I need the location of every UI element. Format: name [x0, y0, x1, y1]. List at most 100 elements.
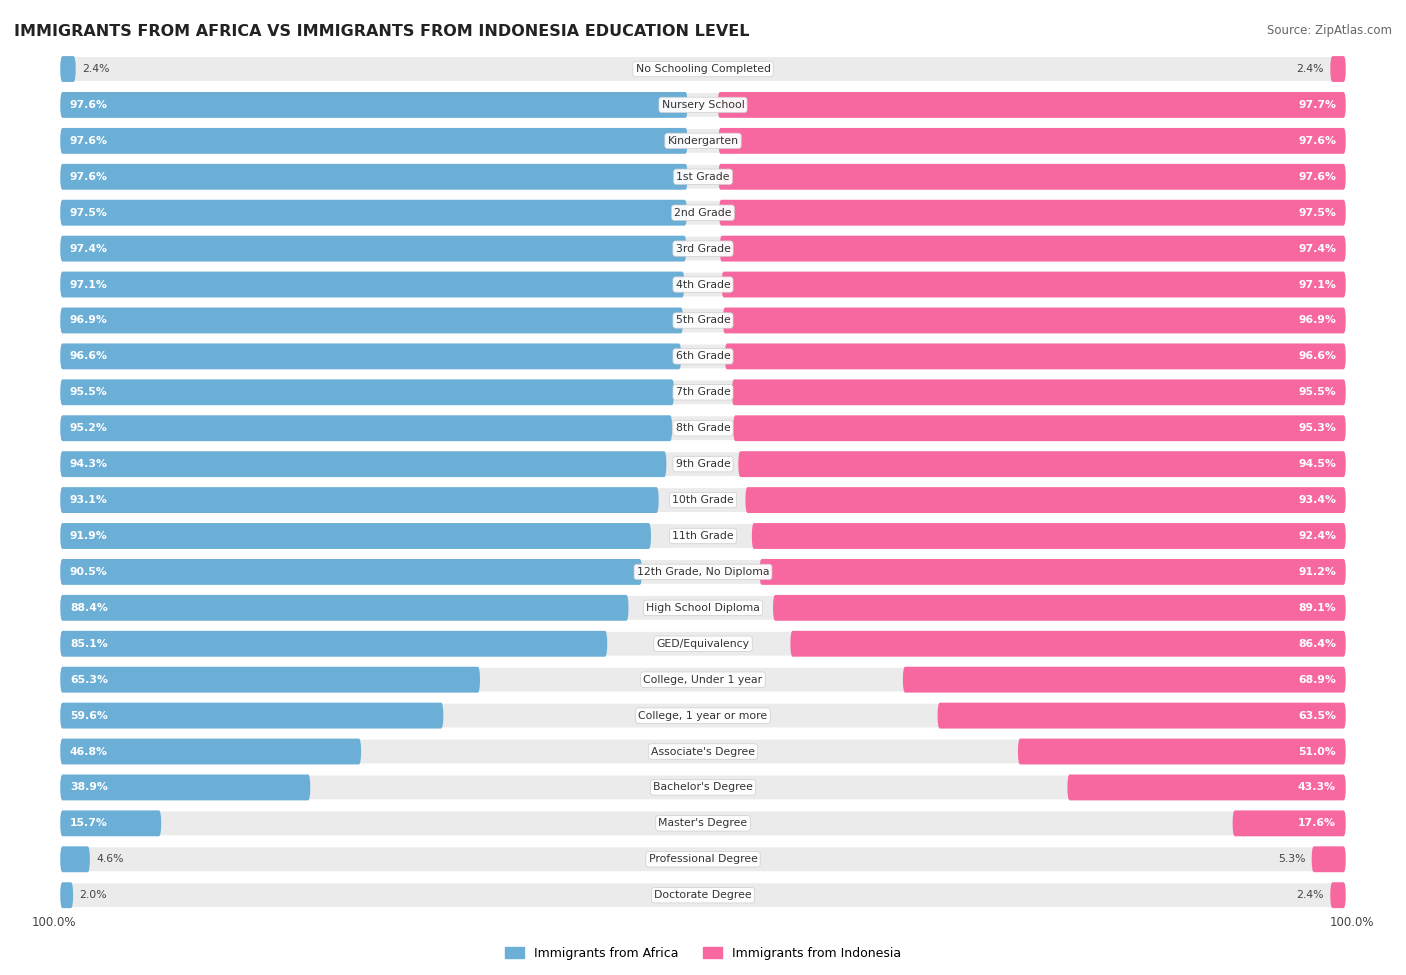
Text: 2.0%: 2.0%: [80, 890, 107, 900]
FancyBboxPatch shape: [60, 488, 658, 513]
FancyBboxPatch shape: [733, 379, 1346, 406]
Text: 97.5%: 97.5%: [1298, 208, 1336, 217]
FancyBboxPatch shape: [60, 272, 1346, 297]
Text: 2.4%: 2.4%: [1296, 64, 1324, 74]
Text: 97.4%: 97.4%: [1298, 244, 1336, 254]
FancyBboxPatch shape: [733, 415, 1346, 441]
Text: 100.0%: 100.0%: [31, 916, 76, 928]
Text: 97.4%: 97.4%: [70, 244, 108, 254]
FancyBboxPatch shape: [1330, 57, 1346, 82]
Text: 96.9%: 96.9%: [1298, 316, 1336, 326]
FancyBboxPatch shape: [60, 415, 672, 441]
Text: 12th Grade, No Diploma: 12th Grade, No Diploma: [637, 566, 769, 577]
FancyBboxPatch shape: [718, 128, 1346, 154]
Text: 15.7%: 15.7%: [70, 818, 108, 829]
Text: 95.2%: 95.2%: [70, 423, 108, 433]
Text: Professional Degree: Professional Degree: [648, 854, 758, 864]
Text: IMMIGRANTS FROM AFRICA VS IMMIGRANTS FROM INDONESIA EDUCATION LEVEL: IMMIGRANTS FROM AFRICA VS IMMIGRANTS FRO…: [14, 24, 749, 39]
FancyBboxPatch shape: [1312, 846, 1346, 873]
FancyBboxPatch shape: [60, 810, 162, 837]
Text: 17.6%: 17.6%: [1298, 818, 1336, 829]
FancyBboxPatch shape: [60, 631, 1346, 657]
Text: 88.4%: 88.4%: [70, 603, 108, 613]
Text: 6th Grade: 6th Grade: [676, 351, 730, 362]
FancyBboxPatch shape: [60, 307, 683, 333]
Legend: Immigrants from Africa, Immigrants from Indonesia: Immigrants from Africa, Immigrants from …: [501, 942, 905, 965]
FancyBboxPatch shape: [60, 846, 1346, 873]
Text: Bachelor's Degree: Bachelor's Degree: [652, 783, 754, 793]
FancyBboxPatch shape: [60, 200, 1346, 225]
FancyBboxPatch shape: [60, 57, 76, 82]
Text: 63.5%: 63.5%: [1298, 711, 1336, 721]
Text: Master's Degree: Master's Degree: [658, 818, 748, 829]
Text: 68.9%: 68.9%: [1298, 675, 1336, 684]
Text: Kindergarten: Kindergarten: [668, 136, 738, 146]
Text: High School Diploma: High School Diploma: [647, 603, 759, 613]
Text: Source: ZipAtlas.com: Source: ZipAtlas.com: [1267, 24, 1392, 37]
FancyBboxPatch shape: [718, 200, 1346, 225]
Text: 97.6%: 97.6%: [70, 172, 108, 181]
FancyBboxPatch shape: [60, 846, 90, 873]
FancyBboxPatch shape: [60, 488, 1346, 513]
Text: 91.2%: 91.2%: [1298, 566, 1336, 577]
Text: 86.4%: 86.4%: [1298, 639, 1336, 648]
Text: 92.4%: 92.4%: [1298, 531, 1336, 541]
FancyBboxPatch shape: [903, 667, 1346, 692]
FancyBboxPatch shape: [1018, 739, 1346, 764]
Text: 93.4%: 93.4%: [1298, 495, 1336, 505]
FancyBboxPatch shape: [60, 57, 1346, 82]
Text: 4.6%: 4.6%: [96, 854, 124, 864]
FancyBboxPatch shape: [60, 236, 686, 261]
Text: 7th Grade: 7th Grade: [676, 387, 730, 397]
Text: 91.9%: 91.9%: [70, 531, 108, 541]
FancyBboxPatch shape: [60, 451, 666, 477]
Text: 95.5%: 95.5%: [1298, 387, 1336, 397]
FancyBboxPatch shape: [60, 379, 1346, 406]
Text: 38.9%: 38.9%: [70, 783, 108, 793]
FancyBboxPatch shape: [60, 774, 311, 800]
Text: 93.1%: 93.1%: [70, 495, 108, 505]
FancyBboxPatch shape: [60, 703, 443, 728]
Text: 59.6%: 59.6%: [70, 711, 108, 721]
Text: 10th Grade: 10th Grade: [672, 495, 734, 505]
Text: No Schooling Completed: No Schooling Completed: [636, 64, 770, 74]
FancyBboxPatch shape: [938, 703, 1346, 728]
Text: College, Under 1 year: College, Under 1 year: [644, 675, 762, 684]
Text: 4th Grade: 4th Grade: [676, 280, 730, 290]
FancyBboxPatch shape: [60, 559, 643, 585]
Text: 3rd Grade: 3rd Grade: [675, 244, 731, 254]
Text: 95.3%: 95.3%: [1298, 423, 1336, 433]
FancyBboxPatch shape: [1330, 882, 1346, 908]
Text: Nursery School: Nursery School: [662, 100, 744, 110]
FancyBboxPatch shape: [60, 200, 688, 225]
FancyBboxPatch shape: [60, 92, 1346, 118]
FancyBboxPatch shape: [1233, 810, 1346, 837]
FancyBboxPatch shape: [60, 272, 685, 297]
FancyBboxPatch shape: [790, 631, 1346, 657]
Text: 90.5%: 90.5%: [70, 566, 108, 577]
Text: 11th Grade: 11th Grade: [672, 531, 734, 541]
FancyBboxPatch shape: [60, 307, 1346, 333]
FancyBboxPatch shape: [725, 343, 1346, 370]
FancyBboxPatch shape: [745, 488, 1346, 513]
Text: 100.0%: 100.0%: [1330, 916, 1375, 928]
Text: 97.7%: 97.7%: [1298, 100, 1336, 110]
FancyBboxPatch shape: [60, 415, 1346, 441]
FancyBboxPatch shape: [60, 882, 73, 908]
Text: 8th Grade: 8th Grade: [676, 423, 730, 433]
FancyBboxPatch shape: [60, 523, 1346, 549]
Text: 97.6%: 97.6%: [70, 136, 108, 146]
Text: 94.3%: 94.3%: [70, 459, 108, 469]
Text: 95.5%: 95.5%: [70, 387, 108, 397]
FancyBboxPatch shape: [60, 164, 688, 190]
FancyBboxPatch shape: [60, 92, 688, 118]
FancyBboxPatch shape: [773, 595, 1346, 621]
FancyBboxPatch shape: [60, 739, 361, 764]
FancyBboxPatch shape: [723, 307, 1346, 333]
FancyBboxPatch shape: [60, 128, 688, 154]
Text: 94.5%: 94.5%: [1298, 459, 1336, 469]
Text: 97.1%: 97.1%: [1298, 280, 1336, 290]
Text: 43.3%: 43.3%: [1298, 783, 1336, 793]
Text: 5.3%: 5.3%: [1278, 854, 1305, 864]
Text: 2nd Grade: 2nd Grade: [675, 208, 731, 217]
